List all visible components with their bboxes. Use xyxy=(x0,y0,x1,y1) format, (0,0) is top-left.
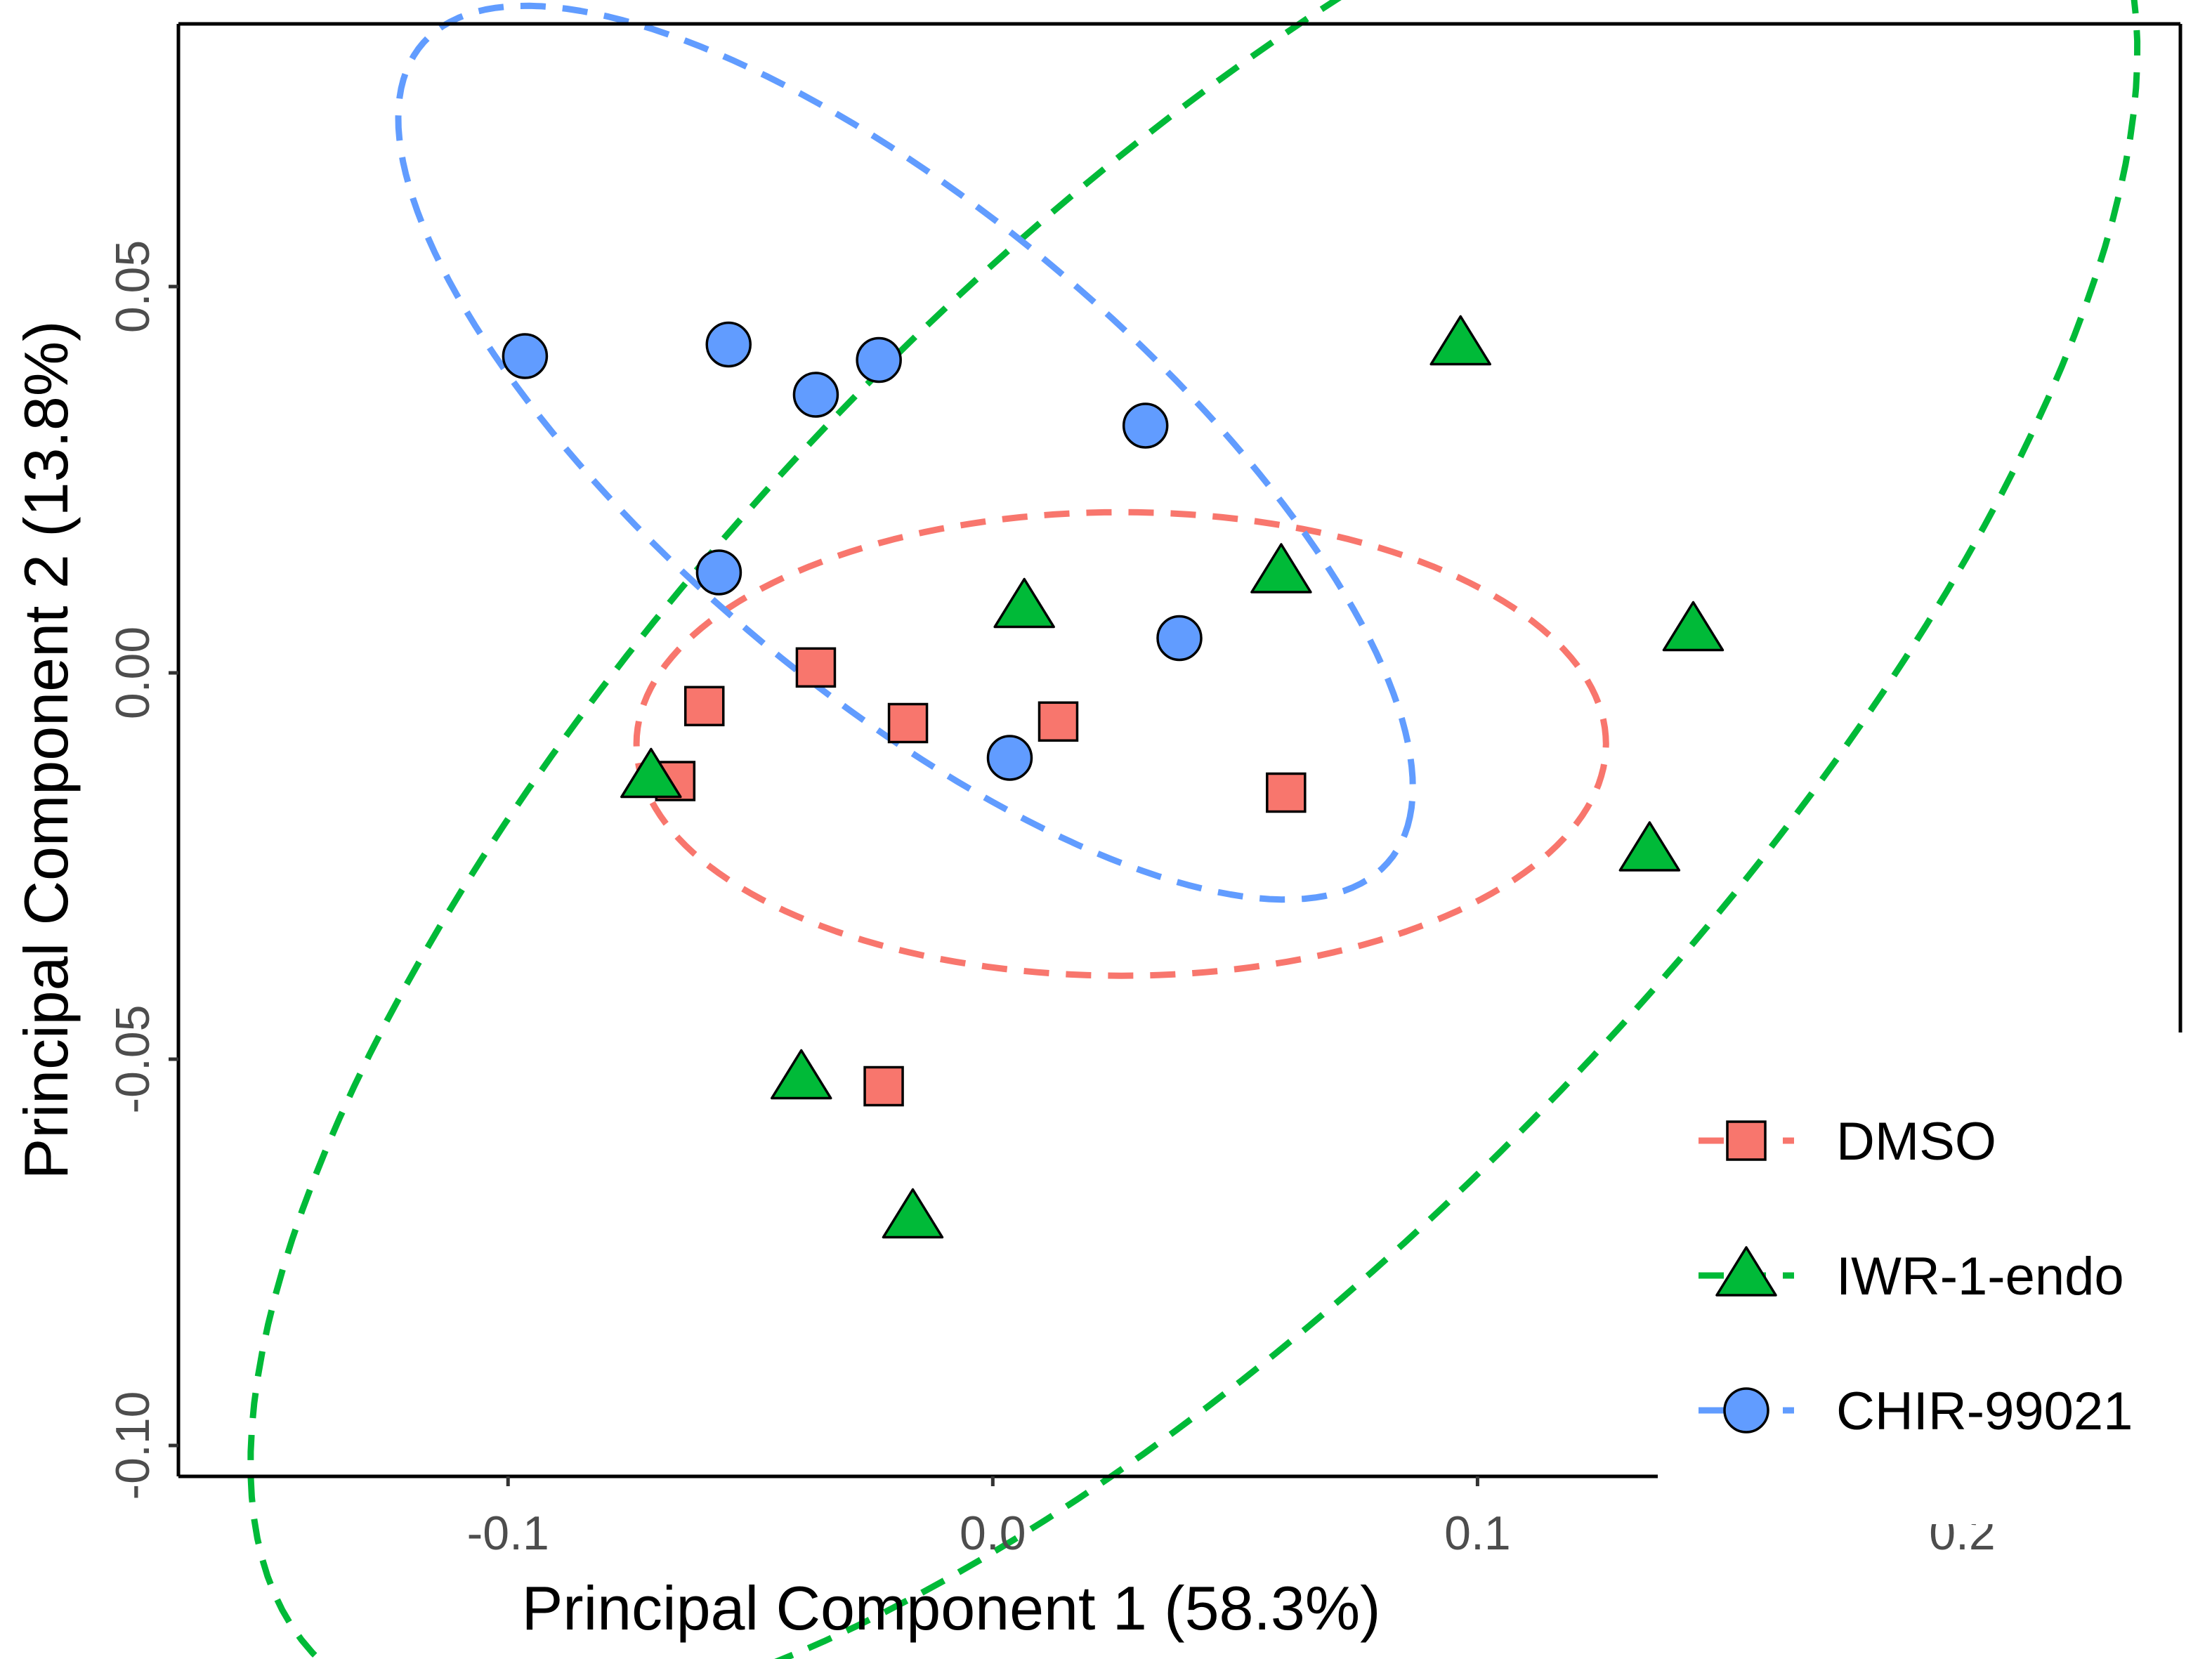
point-dmso-7 xyxy=(863,1065,904,1107)
point-iwr-1-endo-1 xyxy=(1429,315,1491,366)
y-tick-label: 0.00 xyxy=(106,627,159,719)
point-chir-99021-1 xyxy=(502,333,549,379)
point-chir-99021-2 xyxy=(705,321,752,368)
point-dmso-4 xyxy=(1038,701,1079,742)
point-iwr-1-endo-3 xyxy=(993,577,1055,629)
legend-key-iwr-1-endo xyxy=(1715,1246,1777,1297)
point-chir-99021-4 xyxy=(856,336,902,383)
y-tick-label: -0.05 xyxy=(106,1005,159,1114)
point-chir-99021-8 xyxy=(986,735,1033,781)
confidence-ellipses xyxy=(247,0,2141,1659)
point-iwr-1-endo-2 xyxy=(1250,543,1312,594)
legend-key-chir-99021 xyxy=(1723,1387,1769,1434)
point-iwr-1-endo-8 xyxy=(882,1188,944,1239)
legend-key-dmso xyxy=(1726,1120,1767,1161)
legend-label-dmso: DMSO xyxy=(1836,1112,1996,1172)
x-tick-label: 0.1 xyxy=(1444,1507,1511,1560)
legend: DMSO IWR-1-endo CHIR-99021 xyxy=(1658,1032,2212,1524)
point-dmso-3 xyxy=(887,702,929,744)
x-axis-title: Principal Component 1 (58.3%) xyxy=(522,1573,1381,1643)
x-tick-label: -0.1 xyxy=(467,1507,549,1560)
ellipse-dmso xyxy=(633,509,1609,979)
point-iwr-1-endo-6 xyxy=(1618,821,1681,872)
data-points xyxy=(502,315,1725,1239)
ellipse-chir-99021 xyxy=(395,2,1416,903)
axes: -0.1 0.0 0.1 0.2-0.10-0.050.000.05 xyxy=(106,22,2182,1560)
legend-label-iwr-1-endo: IWR-1-endo xyxy=(1836,1247,2124,1306)
ellipse-iwr-1-endo xyxy=(247,0,2141,1659)
legend-label-chir-99021: CHIR-99021 xyxy=(1836,1382,2133,1441)
point-dmso-1 xyxy=(795,647,837,688)
y-axis-title: Principal Component 2 (13.8%) xyxy=(11,321,81,1180)
point-iwr-1-endo-4 xyxy=(1662,601,1725,652)
point-dmso-6 xyxy=(1266,772,1307,813)
y-tick-label: -0.10 xyxy=(106,1391,159,1500)
point-dmso-2 xyxy=(683,686,725,727)
point-chir-99021-6 xyxy=(695,549,742,596)
point-chir-99021-5 xyxy=(1122,402,1169,449)
x-tick-label: 0.0 xyxy=(960,1507,1026,1560)
point-chir-99021-3 xyxy=(792,372,839,418)
y-tick-label: 0.05 xyxy=(106,240,159,333)
point-chir-99021-7 xyxy=(1156,615,1203,662)
point-iwr-1-endo-5 xyxy=(620,747,682,799)
point-iwr-1-endo-7 xyxy=(770,1049,832,1100)
